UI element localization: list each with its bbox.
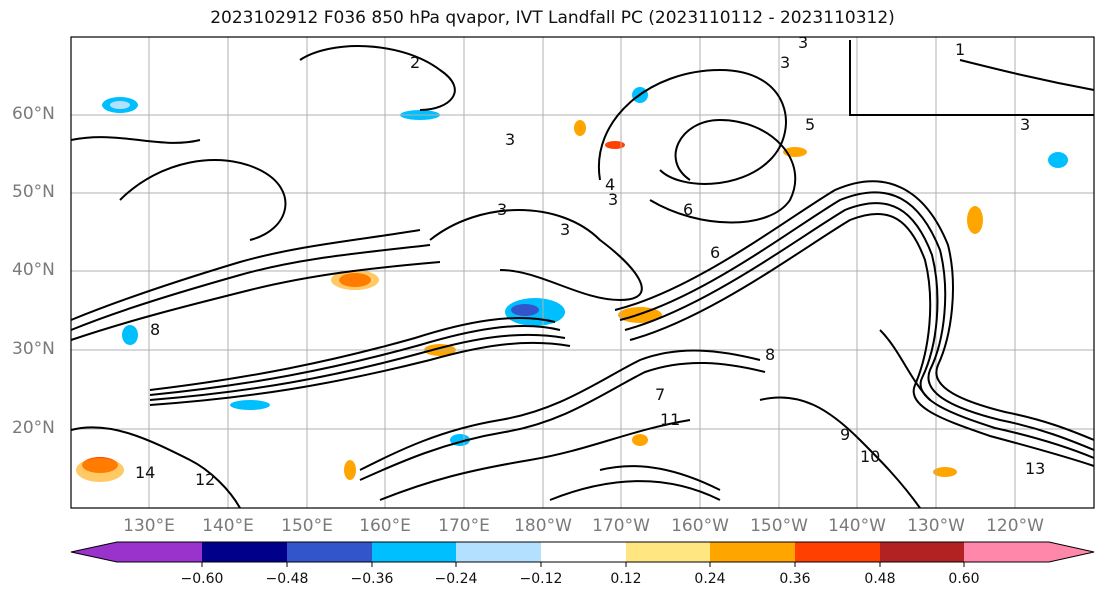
lon-label: 130°E <box>123 516 175 536</box>
lon-label: 160°E <box>359 516 411 536</box>
map-title: 2023102912 F036 850 hPa qvapor, IVT Land… <box>210 8 895 28</box>
contour-label: 12 <box>195 470 215 489</box>
contour-label: 6 <box>710 243 720 262</box>
colorbar-segment <box>541 542 626 562</box>
contour-label: 6 <box>683 200 693 219</box>
colorbar <box>70 541 1095 567</box>
lat-label: 30°N <box>12 339 55 359</box>
colorbar-tick-label: 0.60 <box>948 571 980 587</box>
colorbar-tick-label: −0.60 <box>180 571 224 587</box>
colorbar-extend-low <box>71 542 117 562</box>
contour-label: 14 <box>135 463 155 482</box>
contour-label: 2 <box>410 53 420 72</box>
colorbar-tick-label: 0.48 <box>864 571 896 587</box>
colorbar-segment <box>795 542 880 562</box>
lon-label: 150°W <box>750 516 808 536</box>
contour-labels: 1 2 3 3 3 3 3 3 3 4 5 6 6 7 8 8 9 10 11 … <box>135 33 1045 489</box>
lon-label: 170°E <box>438 516 490 536</box>
map-frame <box>70 36 1095 509</box>
ivt-contours <box>70 40 1095 509</box>
lon-label: 130°W <box>907 516 965 536</box>
colorbar-tick-label: −0.24 <box>434 571 478 587</box>
contour-label: 8 <box>150 320 160 339</box>
colorbar-extend-high <box>1049 542 1094 562</box>
lon-label: 160°W <box>671 516 729 536</box>
contour-label: 8 <box>765 345 775 364</box>
contour-label: 1 <box>955 40 965 59</box>
colorbar-tick-label: −0.48 <box>265 571 309 587</box>
colorbar-segment <box>287 542 372 562</box>
contour-label: 11 <box>660 410 680 429</box>
colorbar-tick-label: −0.12 <box>519 571 563 587</box>
colorbar-segment <box>626 542 710 562</box>
colorbar-segment <box>456 542 541 562</box>
contour-label: 3 <box>497 200 507 219</box>
lat-label: 40°N <box>12 260 55 280</box>
lon-label: 170°W <box>592 516 650 536</box>
colorbar-tick-label: 0.24 <box>694 571 726 587</box>
lat-label: 60°N <box>12 104 55 124</box>
lat-label: 20°N <box>12 418 55 438</box>
colorbar-tick-label: 0.12 <box>610 571 642 587</box>
colorbar-segment <box>964 542 1049 562</box>
contour-label: 7 <box>655 385 665 404</box>
colorbar-segment <box>202 542 287 562</box>
lon-label: 140°E <box>202 516 254 536</box>
contour-label: 3 <box>798 33 808 52</box>
colorbar-segment <box>710 542 795 562</box>
contour-label: 5 <box>805 115 815 134</box>
colorbar-segment <box>880 542 964 562</box>
contour-label: 10 <box>860 447 880 466</box>
lon-label: 120°W <box>986 516 1044 536</box>
contour-label: 4 <box>605 175 615 194</box>
lon-label: 140°W <box>828 516 886 536</box>
contour-label: 3 <box>780 53 790 72</box>
colorbar-tick-label: −0.36 <box>350 571 394 587</box>
colorbar-tick-label: 0.36 <box>779 571 811 587</box>
contour-label: 3 <box>608 190 618 209</box>
contour-label: 9 <box>840 425 850 444</box>
colorbar-segment <box>117 542 202 562</box>
contour-label: 3 <box>1020 115 1030 134</box>
contour-label: 13 <box>1025 459 1045 478</box>
colorbar-segment <box>372 542 456 562</box>
lon-label: 150°E <box>281 516 333 536</box>
contour-label: 3 <box>560 220 570 239</box>
lon-label: 180°W <box>514 516 572 536</box>
lat-label: 50°N <box>12 182 55 202</box>
contour-label: 3 <box>505 130 515 149</box>
